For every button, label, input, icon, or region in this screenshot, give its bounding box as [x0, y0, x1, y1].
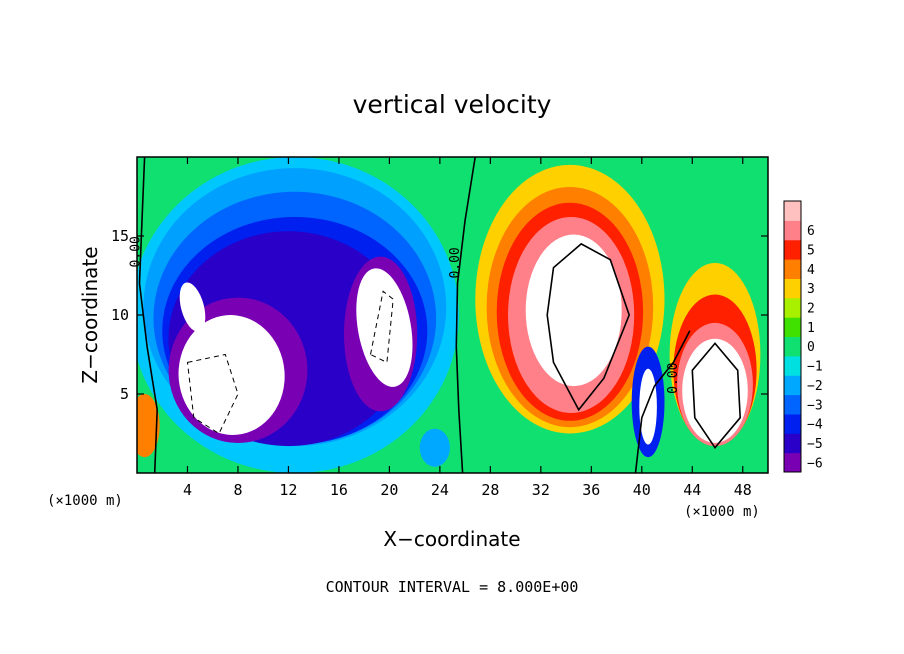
colorbar-label: −4: [807, 418, 823, 433]
contour-interval-footer: CONTOUR INTERVAL = 8.000E+00: [326, 578, 579, 596]
colorbar-label: 1: [807, 321, 815, 336]
chart-title: vertical velocity: [353, 90, 552, 119]
colorbar-swatch: [784, 259, 801, 279]
heat-blob-pos-white: [525, 234, 622, 387]
heatmap-field: [137, 157, 761, 473]
x-tick-label: 36: [582, 481, 600, 499]
colorbar-swatch: [784, 297, 801, 318]
colorbar-swatch: [784, 452, 801, 473]
x-tick-label: 28: [481, 481, 499, 499]
zero-contour-middle: [455, 157, 476, 473]
colorbar-label: 5: [807, 243, 815, 258]
y-tick-label: 10: [111, 306, 129, 324]
neg-contour-right: [369, 290, 394, 364]
colorbar-label: 0: [807, 340, 815, 355]
x-tick-label: 4: [183, 481, 192, 499]
colorbar-swatch: [784, 317, 801, 337]
x-tick-label: 12: [279, 481, 297, 499]
colorbar-frame: [783, 200, 802, 473]
colorbar-label: −2: [807, 379, 823, 394]
colorbar-label: −3: [807, 398, 823, 413]
y-tick-label: 5: [120, 385, 129, 403]
colorbar-swatch: [784, 413, 801, 434]
colorbar-swatch: [784, 433, 801, 454]
x-tick-label: 40: [633, 481, 651, 499]
colorbar-swatch: [784, 239, 801, 260]
y-axis-label: Z−coordinate: [78, 246, 102, 383]
x-tick-label: 32: [532, 481, 550, 499]
colorbar-label: 4: [807, 263, 815, 278]
contour-label-0: 0.00: [129, 236, 144, 267]
colorbar-swatch: [784, 375, 801, 396]
heat-blob-neg-white-left: [178, 315, 285, 435]
x-tick-label: 44: [683, 481, 701, 499]
colorbar: −6 −5 −4 −3 −2 −1 0 1 2 3 4 5 6: [783, 200, 823, 473]
colorbar-label: 3: [807, 282, 815, 297]
colorbar-swatch: [784, 394, 801, 415]
x-tick-label: 16: [330, 481, 348, 499]
colorbar-label: −6: [807, 456, 823, 471]
heat-blob-neg-white-finger: [179, 282, 206, 332]
heat-blob-neg-pocket-white: [639, 368, 657, 445]
colorbar-swatch: [784, 220, 801, 241]
x-tick-label: 8: [233, 481, 242, 499]
contour-labels: 0.00 0.00 0.00: [129, 236, 682, 394]
contour-lines: [138, 157, 742, 473]
neg-contour-left: [186, 353, 239, 435]
y-tick-label: 15: [111, 227, 129, 245]
x-unit-right: (×1000 m): [684, 504, 760, 520]
colorbar-label: 6: [807, 224, 815, 239]
heat-blob-edge-left: [137, 394, 160, 458]
colorbar-swatch: [784, 355, 801, 376]
colorbar-label: 2: [807, 302, 815, 317]
colorbar-swatch: [784, 278, 801, 299]
zero-contour-right: [634, 330, 691, 473]
heat-blob-blue-lower: [419, 428, 450, 467]
colorbar-label: −5: [807, 437, 823, 452]
pos-contour-right: [691, 342, 742, 450]
colorbar-swatch: [784, 201, 801, 221]
contour-label-1: 0.00: [448, 247, 463, 278]
heat-blob-neg-white-right: [356, 268, 413, 387]
x-tick-label: 48: [734, 481, 752, 499]
x-unit-left: (×1000 m): [47, 493, 123, 509]
heat-blob-pos-r-white: [682, 338, 748, 443]
x-axis-label: X−coordinate: [383, 527, 520, 551]
colorbar-label: −1: [807, 360, 823, 375]
colorbar-swatch: [784, 336, 801, 357]
pos-contour-main: [546, 242, 631, 412]
x-tick-label: 20: [380, 481, 398, 499]
x-tick-label: 24: [431, 481, 449, 499]
contour-label-2: 0.00: [666, 363, 681, 394]
